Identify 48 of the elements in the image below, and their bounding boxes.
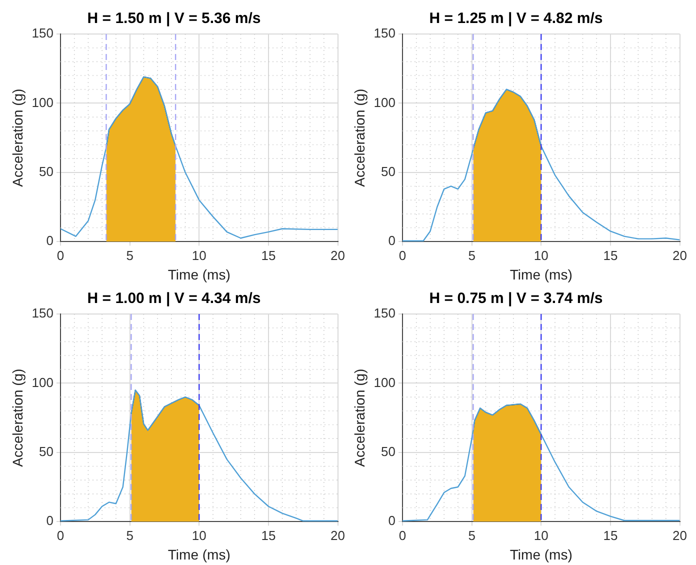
x-tick-label: 20 — [672, 528, 688, 543]
y-tick-label: 0 — [388, 513, 396, 528]
x-tick-label: 20 — [330, 528, 346, 543]
chart-title: H = 1.25 m | V = 4.82 m/s — [429, 10, 603, 28]
x-tick-label: 15 — [261, 528, 276, 543]
x-tick-label: 15 — [603, 528, 618, 543]
x-tick-label: 10 — [534, 248, 548, 263]
x-tick-label: 0 — [56, 248, 64, 263]
y-tick-label: 50 — [39, 444, 54, 459]
y-tick-label: 100 — [32, 94, 54, 110]
y-tick-label: 0 — [46, 233, 54, 248]
y-tick-label: 150 — [32, 26, 54, 41]
x-tick-label: 5 — [126, 248, 134, 263]
y-tick-label: 0 — [46, 513, 54, 528]
x-tick-label: 5 — [468, 248, 476, 263]
y-tick-label: 100 — [374, 374, 396, 390]
y-tick-label: 100 — [32, 374, 54, 390]
y-tick-label: 150 — [374, 306, 396, 321]
x-axis-title: Time (ms) — [168, 546, 230, 562]
y-tick-label: 100 — [374, 94, 396, 110]
x-axis-title: Time (ms) — [510, 266, 572, 282]
x-tick-label: 5 — [468, 528, 476, 543]
y-axis-title: Acceleration (g) — [351, 368, 368, 467]
x-tick-label: 20 — [330, 248, 346, 263]
y-tick-label: 0 — [388, 233, 396, 248]
y-axis-title: Acceleration (g) — [9, 88, 26, 187]
y-axis-title: Acceleration (g) — [9, 368, 26, 467]
x-tick-label: 0 — [56, 528, 64, 543]
x-tick-label: 15 — [261, 248, 276, 263]
x-tick-label: 0 — [398, 528, 406, 543]
y-tick-label: 50 — [381, 444, 396, 459]
x-axis-title: Time (ms) — [510, 546, 572, 562]
y-tick-label: 150 — [374, 26, 396, 41]
chart-title: H = 1.50 m | V = 5.36 m/s — [87, 10, 261, 28]
y-tick-label: 50 — [381, 164, 396, 179]
x-tick-label: 10 — [192, 528, 206, 543]
y-axis-title: Acceleration (g) — [351, 88, 368, 187]
x-tick-label: 10 — [192, 248, 206, 263]
y-tick-label: 50 — [39, 164, 54, 179]
x-tick-label: 0 — [398, 248, 406, 263]
y-tick-label: 150 — [32, 306, 54, 321]
x-tick-label: 15 — [603, 248, 618, 263]
x-tick-label: 10 — [534, 528, 548, 543]
chart-title: H = 1.00 m | V = 4.34 m/s — [87, 290, 261, 308]
x-axis-title: Time (ms) — [168, 266, 230, 282]
chart-title: H = 0.75 m | V = 3.74 m/s — [429, 290, 603, 308]
x-tick-label: 20 — [672, 248, 688, 263]
x-tick-label: 5 — [126, 528, 134, 543]
